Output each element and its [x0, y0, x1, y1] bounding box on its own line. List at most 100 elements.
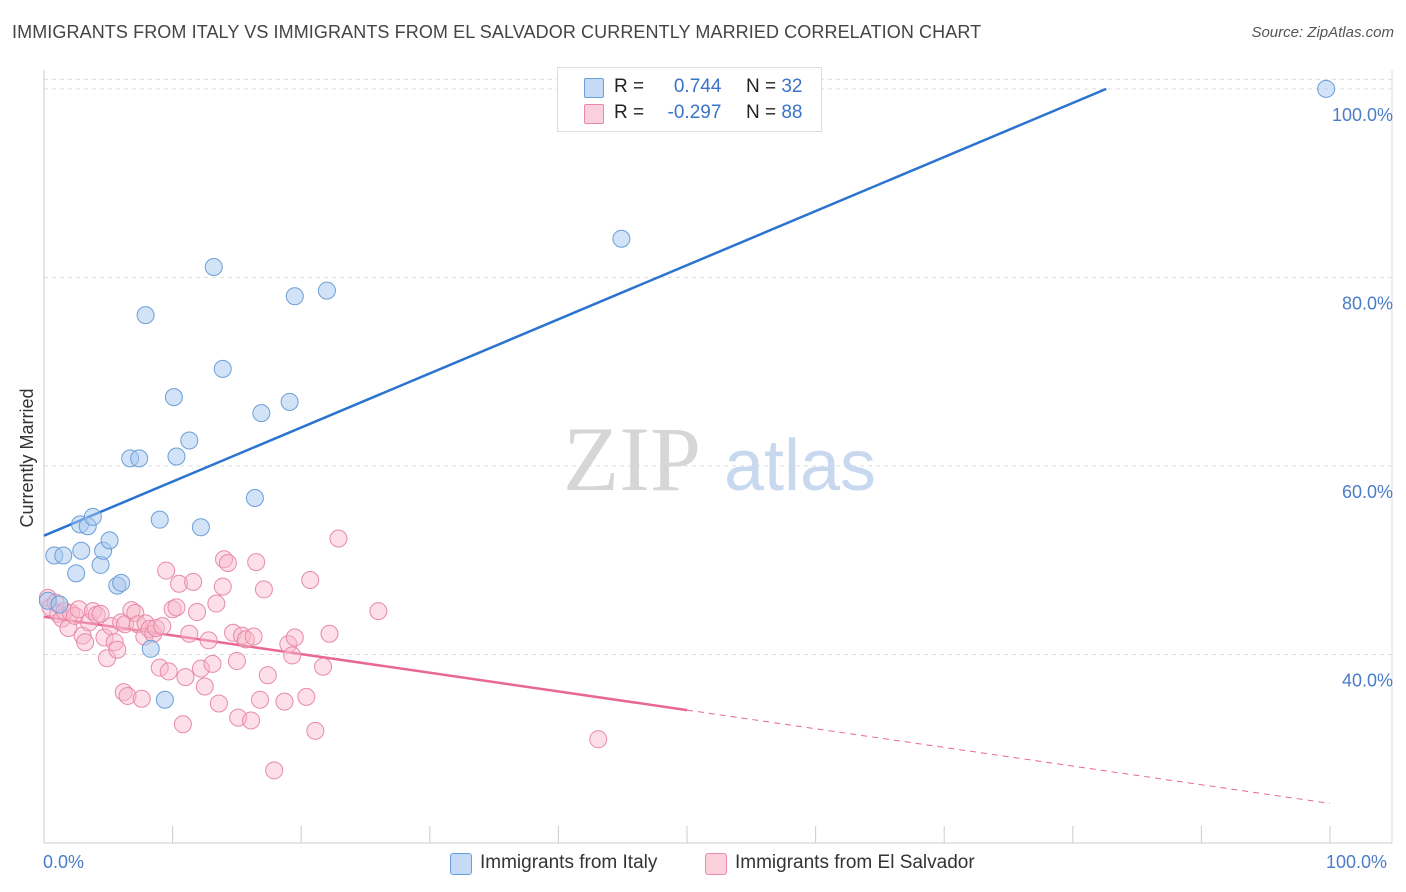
y-tick-label: 100.0%: [1332, 105, 1393, 125]
elsalvador-point: [199, 631, 218, 650]
elsalvador-point: [218, 554, 237, 573]
legend-n-label: N =: [745, 102, 777, 123]
elsalvador-point: [265, 761, 284, 780]
correlation-legend: R = 0.744 N = 32 R = -0.297 N = 88: [557, 67, 822, 132]
italy-point: [72, 541, 91, 560]
italy-point: [67, 564, 86, 583]
elsalvador-point: [297, 687, 316, 706]
bottom-legend-label-italy: Immigrants from Italy: [480, 852, 658, 873]
italy-point: [50, 595, 69, 614]
y-tick-label: 80.0%: [1342, 293, 1393, 313]
elsalvador-point: [279, 635, 298, 654]
elsalvador-point: [173, 715, 192, 734]
italy-point: [612, 229, 631, 248]
italy-point: [83, 507, 102, 526]
italy-point: [155, 690, 174, 709]
legend-r-label: R =: [614, 76, 645, 97]
italy-point: [1317, 79, 1336, 98]
elsalvador-point: [213, 577, 232, 596]
italy-point: [280, 392, 299, 411]
elsalvador-point: [118, 686, 137, 705]
elsalvador-point: [132, 689, 151, 708]
elsalvador-point: [153, 617, 172, 636]
elsalvador-point: [159, 662, 178, 681]
italy-points: [38, 79, 1336, 709]
italy-point: [285, 287, 304, 306]
elsalvador-point: [254, 580, 273, 599]
gridlines: [44, 78, 1392, 655]
elsalvador-point: [258, 666, 277, 685]
watermark-zip: ZIP: [563, 408, 701, 510]
elsalvador-point: [244, 627, 263, 646]
elsalvador-point: [247, 553, 266, 572]
axes: [43, 70, 1393, 844]
italy-point: [167, 447, 186, 466]
elsalvador-point: [191, 659, 210, 678]
legend-n-value-italy: 32: [781, 76, 803, 97]
elsalvador-point: [242, 711, 261, 730]
elsalvador-point: [180, 624, 199, 643]
elsalvador-point: [320, 624, 339, 643]
italy-point: [136, 306, 155, 325]
italy-point: [164, 388, 183, 407]
legend-swatch-italy: [584, 78, 604, 98]
italy-point: [191, 518, 210, 537]
elsalvador-point: [95, 628, 114, 647]
trend-line-elsalvador-extension: [686, 709, 1331, 804]
elsalvador-point: [176, 668, 195, 687]
chart-title: IMMIGRANTS FROM ITALY VS IMMIGRANTS FROM…: [12, 22, 982, 42]
y-tick-label: 60.0%: [1342, 482, 1393, 502]
source-label: Source: ZipAtlas.com: [1251, 24, 1394, 41]
elsalvador-point: [184, 572, 203, 591]
legend-r-label: R =: [614, 102, 645, 123]
elsalvador-point: [369, 602, 388, 621]
legend-n-label: N =: [745, 76, 777, 97]
elsalvador-point: [589, 730, 608, 749]
elsalvador-point: [207, 594, 226, 613]
bottom-legend-label-elsalvador: Immigrants from El Salvador: [735, 852, 975, 873]
elsalvador-point: [69, 600, 88, 619]
italy-point: [100, 531, 119, 550]
elsalvador-point: [146, 619, 165, 638]
italy-point: [180, 431, 199, 450]
elsalvador-point: [203, 654, 222, 673]
elsalvador-point: [227, 652, 246, 671]
watermark-atlas: atlas: [724, 426, 876, 506]
elsalvador-point: [301, 570, 320, 589]
elsalvador-point: [329, 529, 348, 548]
elsalvador-points: [38, 529, 608, 780]
italy-point: [213, 359, 232, 378]
italy-point: [252, 404, 271, 423]
legend-n-value-elsalvador: 88: [781, 102, 803, 123]
legend-r-value-italy: 0.744: [673, 76, 722, 97]
elsalvador-point: [209, 694, 228, 713]
bottom-legend-swatch-elsalvador: [705, 853, 727, 875]
x-label-left: 0.0%: [43, 852, 85, 872]
elsalvador-point: [195, 677, 214, 696]
elsalvador-point: [108, 640, 127, 659]
italy-point: [54, 546, 73, 565]
elsalvador-point: [167, 598, 186, 617]
italy-point: [204, 258, 223, 277]
elsalvador-point: [188, 603, 207, 622]
elsalvador-point: [105, 633, 124, 652]
elsalvador-point: [285, 628, 304, 647]
italy-point: [130, 449, 149, 468]
elsalvador-point: [306, 721, 325, 740]
elsalvador-point: [91, 604, 110, 623]
y-axis-label: Currently Married: [17, 388, 37, 527]
watermark: ZIP atlas: [563, 408, 876, 510]
italy-point: [150, 510, 169, 529]
elsalvador-point: [157, 561, 176, 580]
legend-r-value-elsalvador: -0.297: [667, 102, 722, 123]
elsalvador-point: [170, 574, 189, 593]
elsalvador-point: [283, 646, 302, 665]
bottom-legend-swatch-italy: [450, 853, 472, 875]
trend-line-italy: [43, 87, 1107, 537]
italy-point: [112, 573, 131, 592]
elsalvador-point: [251, 690, 270, 709]
italy-point: [245, 488, 264, 507]
italy-point: [141, 639, 160, 658]
elsalvador-point: [76, 633, 95, 652]
